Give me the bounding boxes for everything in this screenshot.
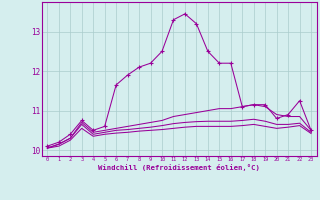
X-axis label: Windchill (Refroidissement éolien,°C): Windchill (Refroidissement éolien,°C) xyxy=(98,164,260,171)
